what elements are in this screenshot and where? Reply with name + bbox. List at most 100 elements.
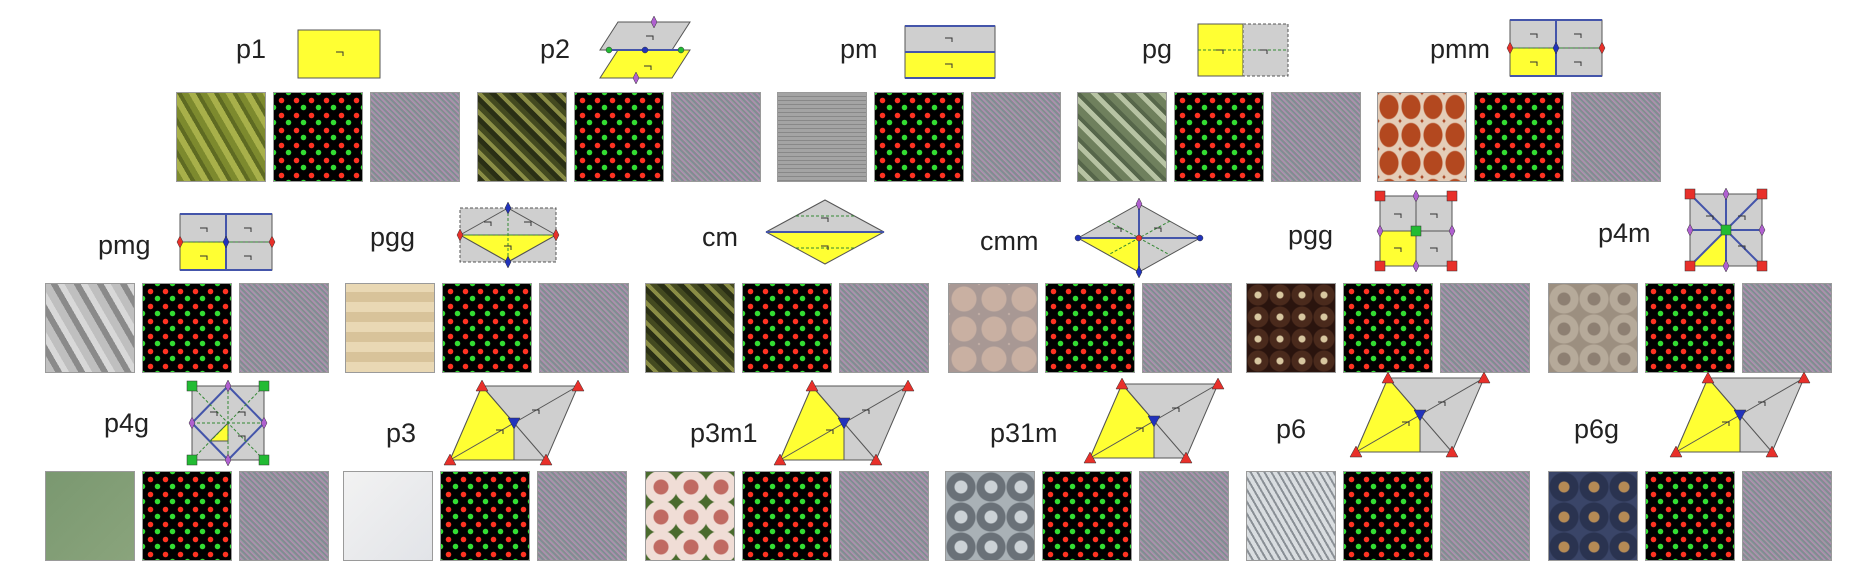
pattern-tile-noise [539, 283, 629, 373]
pattern-tile-dots [273, 92, 363, 182]
pattern-tile-noise [1742, 471, 1832, 561]
fundamental-domain-diagram [443, 379, 585, 466]
pattern-tile-noise [971, 92, 1061, 182]
fundamental-domain-diagram [765, 199, 885, 265]
pattern-tile-grayzig [45, 283, 135, 373]
pattern-tile-noise [1271, 92, 1361, 182]
pattern-tile-dots [1042, 471, 1132, 561]
pattern-tile-noise [671, 92, 761, 182]
pattern-tile-sage [1077, 92, 1167, 182]
pattern-tile-dots [142, 471, 232, 561]
pattern-tile-noise [537, 471, 627, 561]
pattern-tile-pinkbeige [948, 283, 1038, 373]
group-label: p4g [104, 408, 150, 438]
group-label: pgg [1288, 220, 1334, 250]
domain-svg [1684, 187, 1768, 273]
domain-svg [456, 201, 560, 269]
fundamental-domain-diagram [186, 379, 270, 467]
pattern-tile-noise [839, 471, 929, 561]
pattern-tile-noise [1142, 283, 1232, 373]
domain-svg [176, 213, 276, 271]
pattern-tile-noise [1571, 92, 1661, 182]
fundamental-domain-diagram [1669, 371, 1811, 458]
group-label: p4m [1598, 218, 1651, 248]
pattern-tile-dots [1645, 471, 1735, 561]
domain-svg [297, 29, 381, 79]
domain-svg [599, 15, 691, 85]
pattern-tile-dots [142, 283, 232, 373]
fundamental-domain-diagram [456, 201, 560, 269]
fundamental-domain-diagram [1506, 19, 1606, 77]
group-label: p31m [990, 418, 1058, 448]
group-label: p1 [236, 34, 267, 64]
pattern-tile-dots [1343, 283, 1433, 373]
pattern-tile-starwhite [1246, 471, 1336, 561]
group-label: p6g [1574, 414, 1620, 444]
domain-svg [1669, 371, 1811, 458]
pattern-tile-brownflower [1246, 283, 1336, 373]
pattern-tile-gridgray [777, 92, 867, 182]
fundamental-domain-diagram [1349, 371, 1491, 458]
pattern-tile-noise [239, 471, 329, 561]
domain-svg [186, 379, 270, 467]
domain-svg [443, 379, 585, 466]
pattern-tile-dots [1045, 283, 1135, 373]
group-label: cmm [980, 226, 1039, 256]
pattern-tile-olive [176, 92, 266, 182]
domain-svg [765, 199, 885, 265]
group-label: pm [840, 34, 878, 64]
group-label: pmg [98, 230, 151, 260]
pattern-tile-white [343, 471, 433, 561]
domain-svg [1374, 189, 1458, 273]
domain-svg [904, 25, 996, 79]
group-label: pg [1142, 34, 1173, 64]
domain-svg [1083, 377, 1225, 464]
pattern-tile-darkolive [477, 92, 567, 182]
group-label: pmm [1430, 34, 1490, 64]
pattern-tile-darkolive [645, 283, 735, 373]
domain-svg [773, 379, 915, 466]
fundamental-domain-diagram [1684, 187, 1768, 273]
fundamental-domain-diagram [1083, 377, 1225, 464]
group-label: p6 [1276, 414, 1307, 444]
fundamental-domain-diagram [1197, 23, 1289, 77]
pattern-tile-noise [370, 92, 460, 182]
domain-svg [1074, 197, 1204, 279]
pattern-tile-dots [742, 471, 832, 561]
pattern-tile-noise [1440, 283, 1530, 373]
fundamental-domain-diagram [904, 25, 996, 79]
pattern-tile-noise [239, 283, 329, 373]
pattern-tile-dots [574, 92, 664, 182]
pattern-tile-dots [874, 92, 964, 182]
pattern-tile-dots [1645, 283, 1735, 373]
group-label: p3 [386, 418, 417, 448]
pattern-tile-dots [1474, 92, 1564, 182]
group-label: pgg [370, 222, 416, 252]
fundamental-domain-diagram [1374, 189, 1458, 273]
fundamental-domain-diagram [1074, 197, 1204, 279]
fundamental-domain-diagram [176, 213, 276, 271]
pattern-tile-beige [345, 283, 435, 373]
pattern-tile-dots [1343, 471, 1433, 561]
pattern-tile-noise [1440, 471, 1530, 561]
pattern-tile-noise [1139, 471, 1229, 561]
pattern-tile-noise [1742, 283, 1832, 373]
pattern-tile-dots [440, 471, 530, 561]
pattern-tile-navyflower [1548, 471, 1638, 561]
group-label: cm [702, 222, 738, 252]
fundamental-domain-diagram [773, 379, 915, 466]
group-label: p3m1 [690, 418, 758, 448]
domain-svg [1197, 23, 1289, 77]
fundamental-domain-diagram [599, 15, 691, 85]
pattern-tile-noise [839, 283, 929, 373]
pattern-tile-dots [1174, 92, 1264, 182]
pattern-tile-taupe [1548, 283, 1638, 373]
pattern-tile-pinkflower [645, 471, 735, 561]
pattern-tile-dots [442, 283, 532, 373]
pattern-tile-green [45, 471, 135, 561]
pattern-tile-rust [1377, 92, 1467, 182]
fundamental-domain-diagram [297, 29, 381, 79]
domain-svg [1349, 371, 1491, 458]
pattern-tile-grayflower [945, 471, 1035, 561]
domain-svg [1506, 19, 1606, 77]
